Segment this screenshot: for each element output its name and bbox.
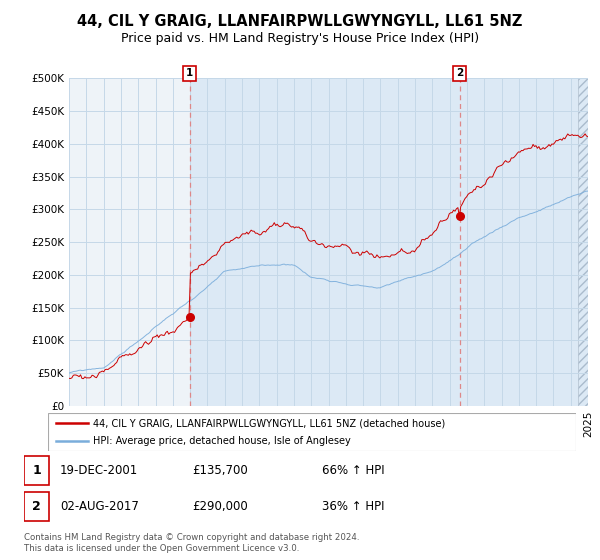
- Text: 1: 1: [32, 464, 41, 477]
- Text: 02-AUG-2017: 02-AUG-2017: [60, 500, 139, 513]
- Text: 2: 2: [32, 500, 41, 513]
- Text: 2: 2: [456, 68, 463, 78]
- Text: Contains HM Land Registry data © Crown copyright and database right 2024.
This d: Contains HM Land Registry data © Crown c…: [24, 533, 359, 553]
- Text: 36% ↑ HPI: 36% ↑ HPI: [322, 500, 385, 513]
- FancyBboxPatch shape: [48, 413, 576, 451]
- Text: £290,000: £290,000: [193, 500, 248, 513]
- Text: £135,700: £135,700: [193, 464, 248, 477]
- Text: 44, CIL Y GRAIG, LLANFAIRPWLLGWYNGYLL, LL61 5NZ (detached house): 44, CIL Y GRAIG, LLANFAIRPWLLGWYNGYLL, L…: [93, 418, 445, 428]
- FancyBboxPatch shape: [24, 456, 49, 484]
- Bar: [190, 78, 578, 406]
- Text: Price paid vs. HM Land Registry's House Price Index (HPI): Price paid vs. HM Land Registry's House …: [121, 32, 479, 45]
- Bar: [69, 78, 190, 406]
- Text: 19-DEC-2001: 19-DEC-2001: [60, 464, 138, 477]
- Bar: [578, 78, 588, 406]
- FancyBboxPatch shape: [24, 492, 49, 521]
- Text: 1: 1: [186, 68, 193, 78]
- Text: 44, CIL Y GRAIG, LLANFAIRPWLLGWYNGYLL, LL61 5NZ: 44, CIL Y GRAIG, LLANFAIRPWLLGWYNGYLL, L…: [77, 14, 523, 29]
- Text: HPI: Average price, detached house, Isle of Anglesey: HPI: Average price, detached house, Isle…: [93, 436, 350, 446]
- Text: 66% ↑ HPI: 66% ↑ HPI: [322, 464, 385, 477]
